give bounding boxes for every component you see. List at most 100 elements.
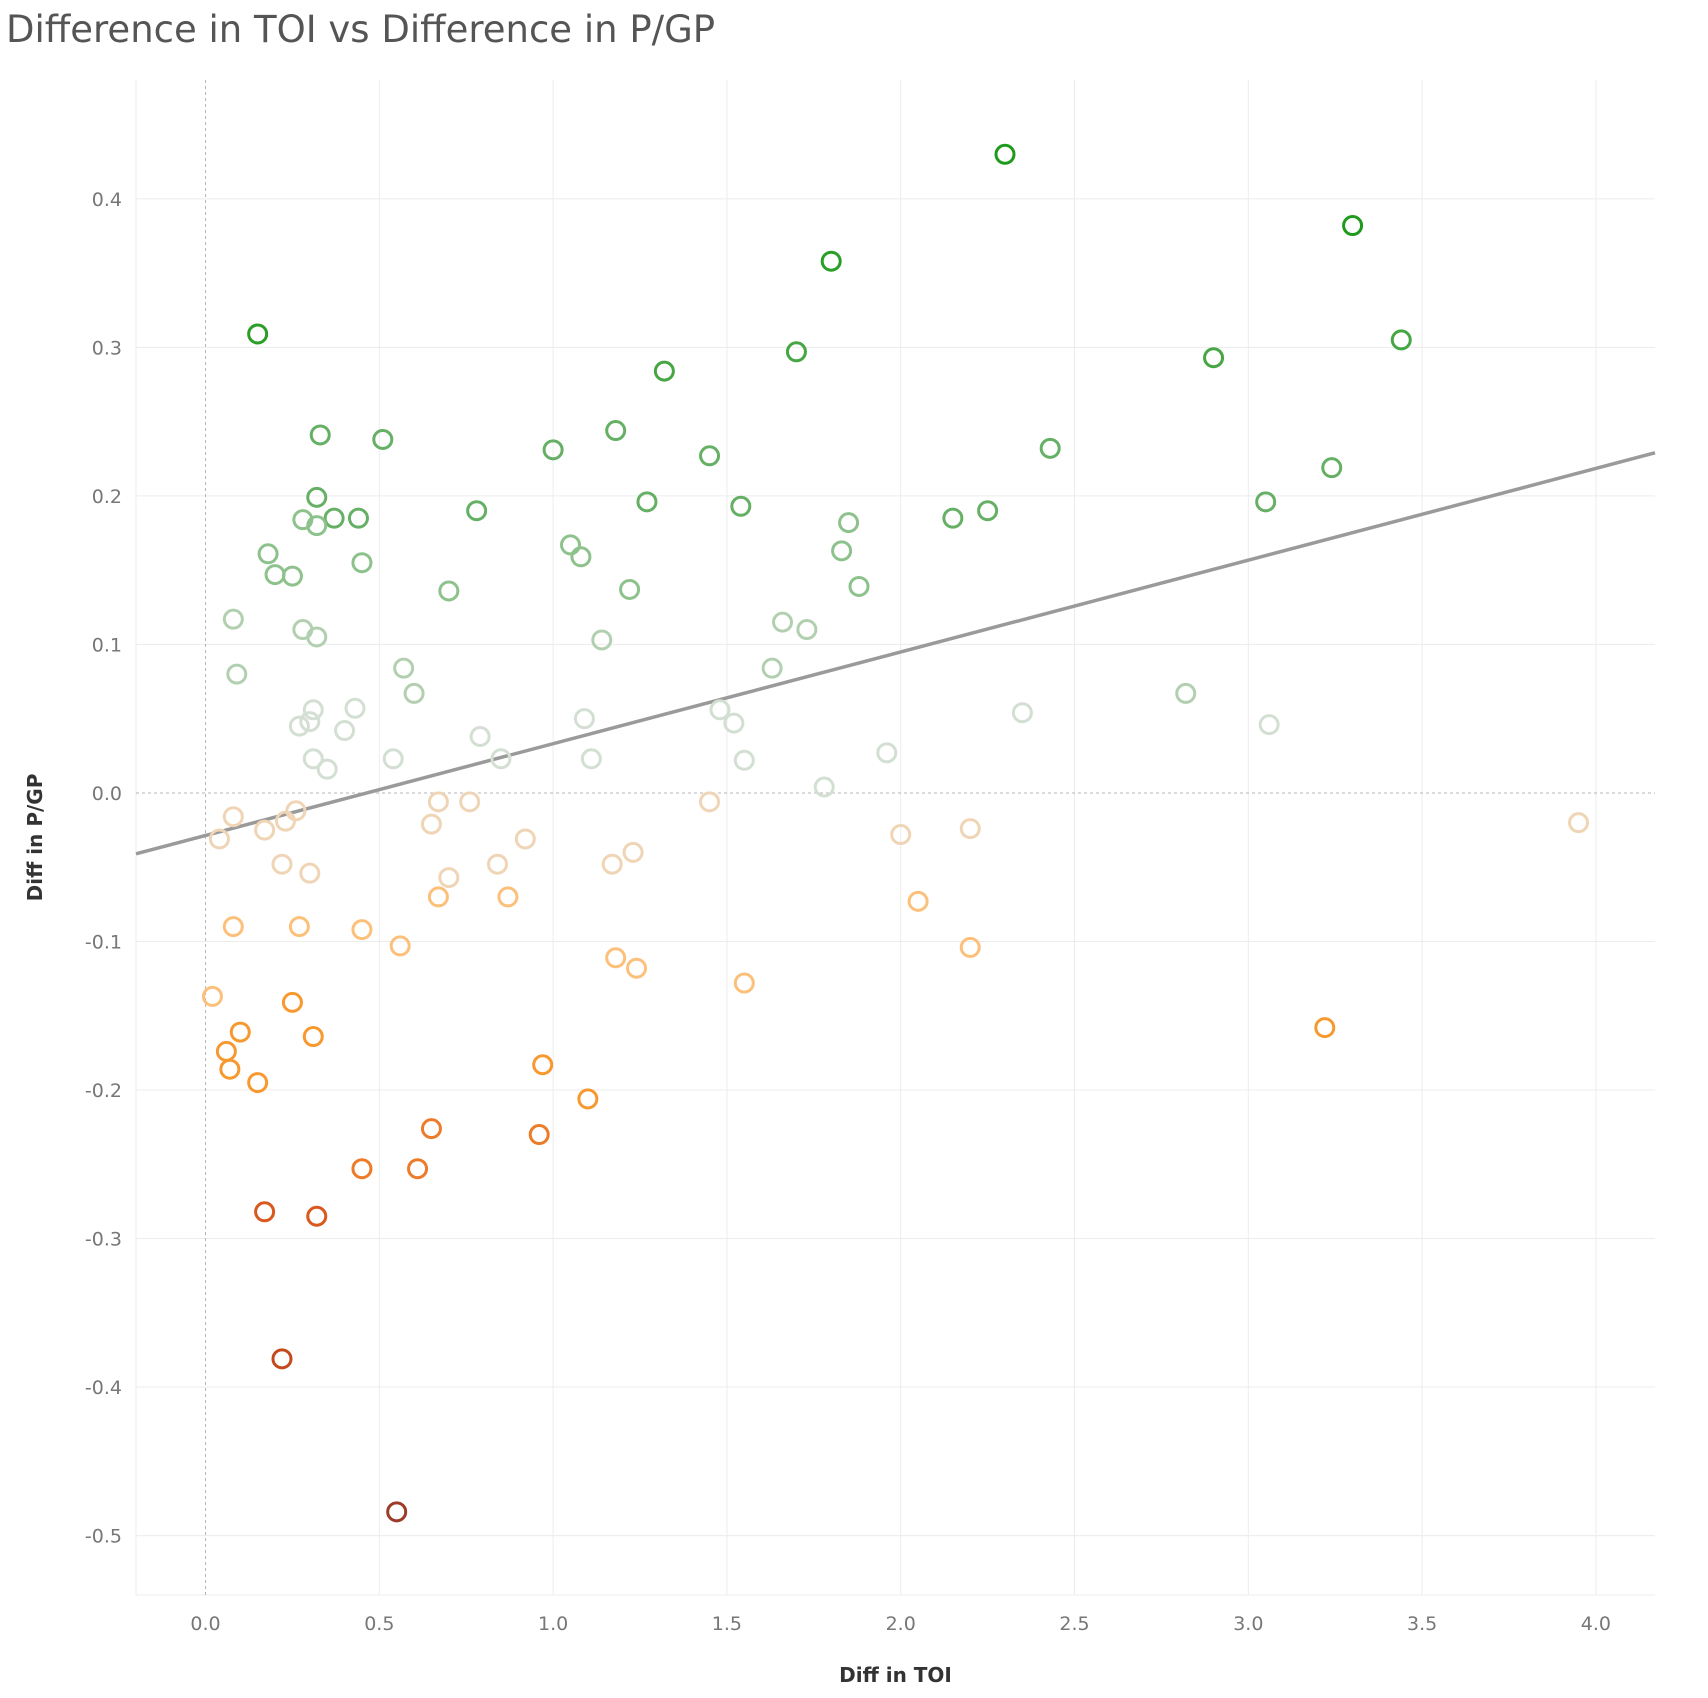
data-point[interactable] [229, 1021, 251, 1043]
data-point[interactable] [407, 1158, 429, 1180]
data-point[interactable] [733, 749, 755, 771]
data-point[interactable] [351, 552, 373, 574]
data-point[interactable] [820, 250, 842, 272]
data-point[interactable] [796, 619, 818, 641]
data-point[interactable] [281, 991, 303, 1013]
data-point[interactable] [591, 629, 613, 651]
data-point[interactable] [761, 657, 783, 679]
data-point[interactable] [274, 810, 296, 832]
data-point[interactable] [699, 791, 721, 813]
data-point[interactable] [559, 534, 581, 556]
data-point[interactable] [542, 439, 564, 461]
data-point[interactable] [302, 699, 324, 721]
data-point[interactable] [528, 1124, 550, 1146]
data-point[interactable] [733, 972, 755, 994]
data-point[interactable] [577, 1088, 599, 1110]
data-point[interactable] [257, 543, 279, 565]
data-point[interactable] [438, 867, 460, 889]
data-point[interactable] [977, 500, 999, 522]
data-point[interactable] [222, 916, 244, 938]
data-point[interactable] [601, 853, 623, 875]
data-point[interactable] [264, 564, 286, 586]
data-point[interactable] [1258, 714, 1280, 736]
data-point[interactable] [254, 1201, 276, 1223]
data-point[interactable] [723, 712, 745, 734]
data-point[interactable] [942, 507, 964, 529]
data-point[interactable] [306, 1205, 328, 1227]
data-point[interactable] [959, 936, 981, 958]
data-point[interactable] [848, 575, 870, 597]
data-point[interactable] [306, 486, 328, 508]
data-point[interactable] [994, 143, 1016, 165]
data-point[interactable] [403, 682, 425, 704]
data-point[interactable] [1314, 1017, 1336, 1039]
data-point[interactable] [573, 708, 595, 730]
data-point[interactable] [427, 886, 449, 908]
data-point[interactable] [226, 663, 248, 685]
data-point[interactable] [247, 1072, 269, 1094]
data-point[interactable] [1342, 215, 1364, 237]
data-point[interactable] [306, 626, 328, 648]
data-point[interactable] [785, 341, 807, 363]
data-point[interactable] [299, 711, 321, 733]
data-point[interactable] [201, 985, 223, 1007]
data-point[interactable] [347, 507, 369, 529]
data-point[interactable] [813, 776, 835, 798]
data-point[interactable] [393, 657, 415, 679]
data-point[interactable] [351, 1158, 373, 1180]
data-point[interactable] [1203, 347, 1225, 369]
data-point[interactable] [389, 935, 411, 957]
data-point[interactable] [382, 748, 404, 770]
data-point[interactable] [1568, 812, 1590, 834]
data-point[interactable] [653, 360, 675, 382]
data-point[interactable] [219, 1058, 241, 1080]
data-point[interactable] [580, 748, 602, 770]
data-point[interactable] [271, 1348, 293, 1370]
data-point[interactable] [334, 720, 356, 742]
data-point[interactable] [1011, 702, 1033, 724]
data-point[interactable] [288, 916, 310, 938]
data-point[interactable] [605, 947, 627, 969]
data-point[interactable] [222, 608, 244, 630]
data-point[interactable] [386, 1501, 408, 1523]
data-point[interactable] [427, 791, 449, 813]
data-point[interactable] [215, 1040, 237, 1062]
data-point[interactable] [1321, 457, 1343, 479]
data-point[interactable] [222, 806, 244, 828]
data-point[interactable] [466, 500, 488, 522]
data-point[interactable] [309, 424, 331, 446]
data-point[interactable] [351, 919, 373, 941]
data-point[interactable] [281, 565, 303, 587]
data-point[interactable] [299, 862, 321, 884]
data-point[interactable] [838, 512, 860, 534]
data-point[interactable] [532, 1054, 554, 1076]
data-point[interactable] [699, 445, 721, 467]
data-point[interactable] [316, 758, 338, 780]
data-point[interactable] [636, 491, 658, 513]
data-point[interactable] [306, 515, 328, 537]
data-point[interactable] [890, 824, 912, 846]
data-point[interactable] [570, 546, 592, 568]
data-point[interactable] [514, 828, 536, 850]
data-point[interactable] [1039, 437, 1061, 459]
data-point[interactable] [622, 841, 644, 863]
data-point[interactable] [288, 715, 310, 737]
data-point[interactable] [626, 957, 648, 979]
data-point[interactable] [907, 890, 929, 912]
data-point[interactable] [487, 853, 509, 875]
data-point[interactable] [302, 1026, 324, 1048]
data-point[interactable] [302, 748, 324, 770]
data-point[interactable] [1175, 682, 1197, 704]
data-point[interactable] [247, 323, 269, 345]
data-point[interactable] [438, 580, 460, 602]
data-point[interactable] [1255, 491, 1277, 513]
data-point[interactable] [876, 742, 898, 764]
data-point[interactable] [469, 726, 491, 747]
data-point[interactable] [271, 853, 293, 875]
data-point[interactable] [420, 813, 442, 835]
data-point[interactable] [730, 495, 752, 517]
data-point[interactable] [605, 420, 627, 442]
data-point[interactable] [490, 748, 512, 770]
data-point[interactable] [959, 818, 981, 840]
data-point[interactable] [372, 428, 394, 450]
